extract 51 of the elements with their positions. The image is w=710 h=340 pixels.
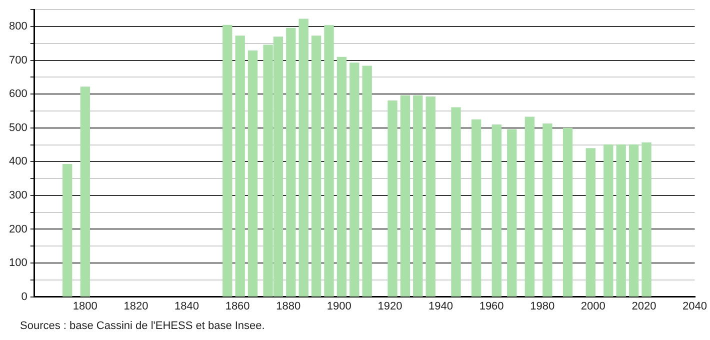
bar bbox=[298, 18, 308, 297]
x-tick-label: 1820 bbox=[124, 300, 148, 312]
x-tick-label: 1800 bbox=[72, 300, 98, 312]
bar bbox=[451, 107, 461, 297]
x-tick-label: 1880 bbox=[276, 300, 301, 312]
bar bbox=[350, 62, 360, 297]
y-tick-label: 600 bbox=[8, 88, 28, 100]
bar bbox=[388, 100, 398, 297]
x-tick-label: 1940 bbox=[428, 300, 453, 312]
bar bbox=[492, 124, 502, 297]
y-tick-label: 500 bbox=[8, 122, 28, 134]
bar bbox=[311, 36, 322, 297]
x-tick-label: 1920 bbox=[378, 300, 402, 312]
bar bbox=[542, 123, 552, 297]
bar bbox=[336, 56, 347, 297]
y-tick-label: 400 bbox=[8, 156, 28, 168]
source-note: Sources : base Cassini de l'EHESS et base Insee. bbox=[20, 320, 265, 332]
x-tick-label: 1840 bbox=[174, 300, 199, 312]
bar bbox=[604, 144, 614, 297]
bar bbox=[524, 116, 534, 297]
bar bbox=[628, 144, 639, 297]
x-tick-label: 1860 bbox=[225, 300, 250, 312]
x-tick-label: 1980 bbox=[530, 300, 555, 312]
bar bbox=[616, 144, 626, 297]
x-tick-label: 2000 bbox=[580, 300, 606, 312]
y-tick-label: 0 bbox=[21, 290, 28, 303]
x-tick-label: 1960 bbox=[479, 300, 504, 312]
bar bbox=[324, 25, 334, 297]
y-tick-label: 800 bbox=[8, 20, 28, 33]
bar bbox=[642, 142, 652, 297]
bar bbox=[507, 129, 517, 297]
x-tick-label: 1900 bbox=[326, 300, 352, 312]
bar bbox=[562, 128, 573, 297]
bar bbox=[80, 86, 90, 297]
bar bbox=[471, 119, 482, 297]
x-tick-label: 2040 bbox=[682, 300, 708, 312]
bar bbox=[400, 95, 410, 297]
y-tick-label: 200 bbox=[8, 223, 28, 236]
bar bbox=[413, 95, 423, 297]
y-tick-label: 300 bbox=[8, 189, 28, 202]
bar bbox=[362, 66, 372, 297]
y-tick-label: 100 bbox=[8, 257, 28, 270]
bar bbox=[222, 24, 232, 297]
bar bbox=[248, 50, 258, 297]
bar bbox=[235, 36, 245, 297]
bar bbox=[286, 28, 296, 297]
y-tick-label: 700 bbox=[8, 54, 28, 66]
x-tick-label: 2020 bbox=[632, 300, 656, 312]
bar bbox=[62, 164, 72, 297]
bar bbox=[426, 96, 436, 297]
bar bbox=[586, 148, 596, 297]
